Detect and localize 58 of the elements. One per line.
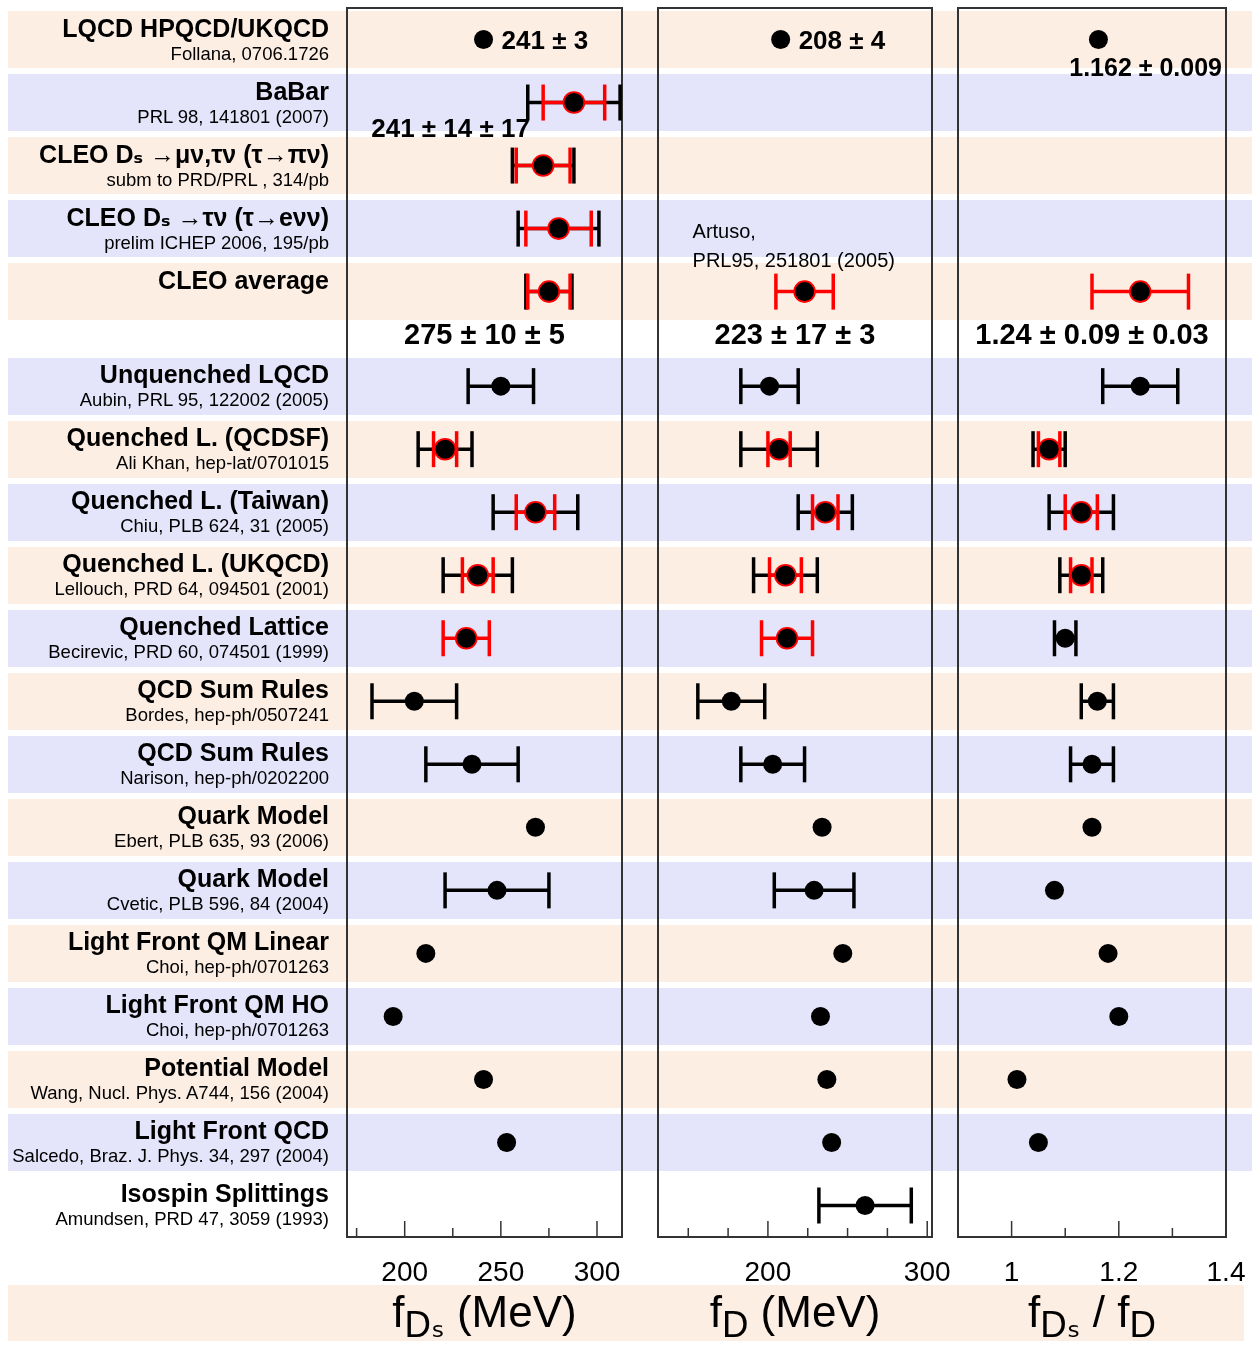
y-tick-label: QCD Sum Rules Bordes, hep-ph/0507241: [125, 675, 329, 726]
point: [1028, 1132, 1048, 1152]
y-tick-label: Quenched Lattice Becirevic, PRD 60, 074501 (1999): [48, 612, 330, 663]
x-tick-label: 250: [477, 1256, 525, 1287]
point: [1082, 754, 1102, 774]
y-tick-label: Quark Model Cvetic, PLB 596, 84 (2004): [106, 864, 329, 915]
y-tick-label: BaBar PRL 98, 141801 (2007): [137, 76, 330, 127]
y-tick-label: Isospin Splittings Amundsen, PRD 47, 3059 (1993): [55, 1179, 329, 1230]
annotation: Artuso, PRL95, 251801 (2005): [692, 219, 895, 271]
point: [1087, 691, 1107, 711]
annotation: 275 ± 10 ± 5: [404, 317, 565, 350]
x-tick-label: 200: [744, 1256, 792, 1287]
point: [810, 1006, 830, 1026]
x-tick-label: 200: [381, 1256, 429, 1287]
point: [812, 817, 832, 837]
point: [855, 1195, 875, 1215]
y-tick-label: Quenched L. (QCDSF) Ali Khan, hep-lat/0701015: [66, 423, 329, 474]
y-tick-label: Quenched L. (Taiwan) Chiu, PLB 624, 31 (2005): [71, 486, 329, 537]
point: [1098, 943, 1118, 963]
point: [1007, 1069, 1027, 1089]
y-tick-label: Light Front QM HO Choi, hep-ph/0701263: [105, 990, 329, 1041]
x-tick-label: 1: [1003, 1256, 1020, 1287]
point: [721, 691, 741, 711]
point: [1044, 880, 1064, 900]
annotation: 223 ± 17 ± 3: [714, 317, 876, 350]
x-tick-label: 300: [573, 1256, 621, 1287]
point: [804, 880, 824, 900]
point: [1109, 1006, 1129, 1026]
point: [822, 1132, 842, 1152]
point: [1082, 817, 1102, 837]
y-tick-label: CLEO Dₛ →μν,τν (τ→πν) subm to PRD/PRL , 314/pb: [39, 139, 329, 190]
y-tick-label: Light Front QM Linear Choi, hep-ph/0701263: [67, 927, 330, 978]
x-axis-title: f$_{D}$ (MeV): [708, 1287, 882, 1347]
y-tick-label: Quenched L. (UKQCD) Lellouch, PRD 64, 094501 (2001): [54, 549, 329, 600]
point: [1055, 628, 1075, 648]
annotation: 1.24 ± 0.09 ± 0.03: [975, 317, 1209, 350]
point: [833, 943, 853, 963]
y-tick-label: Quark Model Ebert, PLB 635, 93 (2006): [114, 801, 329, 852]
point: [1130, 376, 1150, 396]
x-axis-title: f$_{Dₛ}$ / f$_{D}$: [1027, 1287, 1157, 1347]
annotation: 241 ± 3: [501, 24, 589, 55]
point: [763, 754, 783, 774]
y-tick-label: LQCD HPQCD/UKQCD Follana, 0706.1726: [62, 13, 329, 64]
x-tick-label: 1.4: [1206, 1256, 1246, 1287]
x-axis-title: f$_{Dₛ}$ (MeV): [391, 1287, 578, 1347]
y-tick-label: Potential Model Wang, Nucl. Phys. A744, 156 (2004): [30, 1053, 329, 1104]
y-tick-label: Unquenched LQCD Aubin, PRL 95, 122002 (2005): [79, 360, 329, 411]
point: [760, 376, 780, 396]
annotation: 1.162 ± 0.009: [1069, 52, 1222, 81]
annotation: 241 ± 14 ± 17: [371, 112, 530, 143]
annotation: 208 ± 4: [798, 24, 886, 55]
x-tick-label: 300: [903, 1256, 951, 1287]
y-tick-label: CLEO average: [158, 265, 330, 294]
x-tick-label: 1.2: [1099, 1256, 1139, 1287]
point: [817, 1069, 837, 1089]
y-tick-label: CLEO Dₛ →τν (τ→eνν) prelim ICHEP 2006, 195/pb: [66, 202, 329, 253]
y-tick-label: Light Front QCD Salcedo, Braz. J. Phys. 34, 297 (2004): [12, 1116, 329, 1167]
y-tick-label: QCD Sum Rules Narison, hep-ph/0202200: [120, 738, 329, 789]
